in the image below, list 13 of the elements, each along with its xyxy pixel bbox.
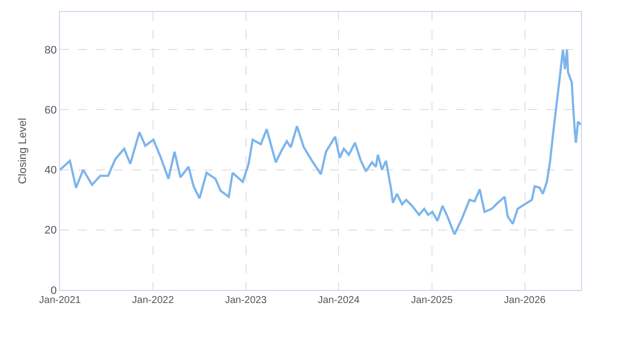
line-series [60, 48, 581, 236]
x-tick-label: Jan-2024 [318, 295, 360, 306]
y-axis-title: Closing Level [17, 118, 30, 184]
x-tick-label: Jan-2021 [39, 295, 82, 306]
y-tick-label: 0 [50, 284, 57, 297]
x-tick-label: Jan-2023 [224, 295, 268, 306]
x-tick-label: Jan-2025 [411, 295, 454, 306]
y-tick-label: 20 [44, 224, 57, 237]
y-tick-label: 40 [44, 164, 57, 177]
x-tick-label: Jan-2026 [504, 295, 546, 306]
y-tick-label: 80 [44, 44, 57, 56]
y-tick-label: 60 [44, 104, 57, 117]
x-tick-label: Jan-2022 [132, 295, 174, 306]
